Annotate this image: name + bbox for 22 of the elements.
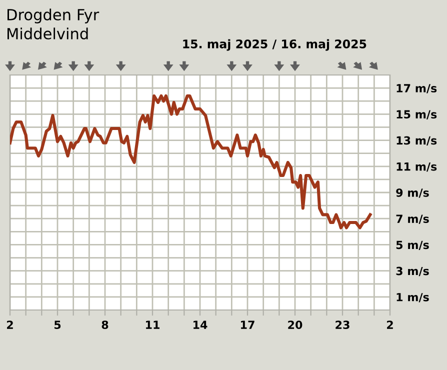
x-tick-label: 8 (102, 320, 108, 330)
text: 15. maj 2025 / 16. maj 2025 (183, 39, 366, 51)
x-tick-label: 20 (288, 320, 302, 330)
chart-title: Drogden Fyr (8, 8, 100, 24)
y-tick-label: 9 m/s (396, 188, 429, 198)
x-tick-label: 2 (7, 320, 13, 329)
x-tick-label: 5 (54, 320, 61, 330)
y-tick-label: 5 m/s (396, 240, 429, 250)
y-tick-label: 15 m/s (396, 110, 437, 120)
y-tick-label: 17 m/s (396, 84, 437, 94)
y-tick-label: 13 m/s (396, 136, 437, 146)
x-tick-label: 11 (146, 320, 160, 329)
line-series (10, 94, 372, 230)
y-tick-label: 3 m/s (396, 266, 429, 276)
chart-subtitle: Middelvind (8, 28, 88, 40)
x-tick-label: 2 (387, 320, 393, 329)
y-tick-label: 7 m/s (396, 214, 429, 224)
x-tick-label: 17 (241, 320, 254, 329)
y-tick-label: 1 m/s (396, 293, 429, 302)
x-tick-label: 23 (336, 320, 350, 330)
y-tick-label: 11 m/s (396, 162, 437, 172)
x-tick-label: 14 (194, 320, 208, 329)
